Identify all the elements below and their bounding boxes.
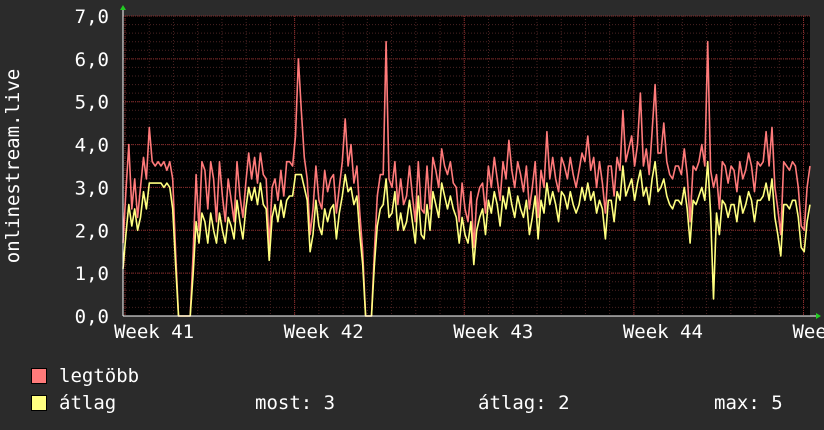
series-line-atlag — [122, 160, 811, 317]
stat-now: most: 3 — [255, 392, 336, 414]
stat-max: max: 5 — [714, 392, 783, 414]
series-line-legtobb — [122, 40, 811, 317]
y-axis-arrow — [120, 5, 126, 10]
x-tick-label: Week 45 — [792, 321, 824, 343]
legend-swatch-legtobb — [31, 368, 47, 384]
y-tick-label: 5,0 — [75, 92, 109, 114]
x-axis-arrow — [816, 313, 821, 319]
x-tick-label: Week 42 — [284, 321, 364, 343]
y-tick-label: 0,0 — [75, 306, 109, 328]
y-tick-labels: 0,0 1,0 2,0 3,0 4,0 5,0 6,0 7,0 — [75, 6, 109, 328]
y-axis-label: onlinestream.live — [2, 69, 24, 263]
stat-average: átlag: 2 — [478, 392, 570, 414]
x-tick-label: Week 44 — [623, 321, 703, 343]
legend: legtöbb átlag — [31, 0, 139, 414]
y-tick-label: 6,0 — [75, 49, 109, 71]
x-tick-label: Week 43 — [453, 321, 533, 343]
x-tick-labels: Week 41 Week 42 Week 43 Week 44 Week 45 — [114, 321, 824, 343]
x-tick-label: Week 41 — [114, 321, 194, 343]
y-tick-label: 3,0 — [75, 177, 109, 199]
y-tick-label: 7,0 — [75, 6, 109, 28]
legend-item-atlag: átlag — [31, 392, 116, 414]
legend-item-legtobb: legtöbb — [31, 365, 139, 387]
y-tick-label: 2,0 — [75, 220, 109, 242]
grid — [123, 15, 810, 317]
y-tick-label: 1,0 — [75, 263, 109, 285]
axes — [120, 5, 821, 319]
series-layer — [122, 40, 811, 317]
legend-label-legtobb: legtöbb — [59, 365, 140, 387]
y-tick-label: 4,0 — [75, 135, 109, 157]
legend-swatch-atlag — [31, 395, 47, 411]
legend-label-atlag: átlag — [59, 392, 117, 414]
